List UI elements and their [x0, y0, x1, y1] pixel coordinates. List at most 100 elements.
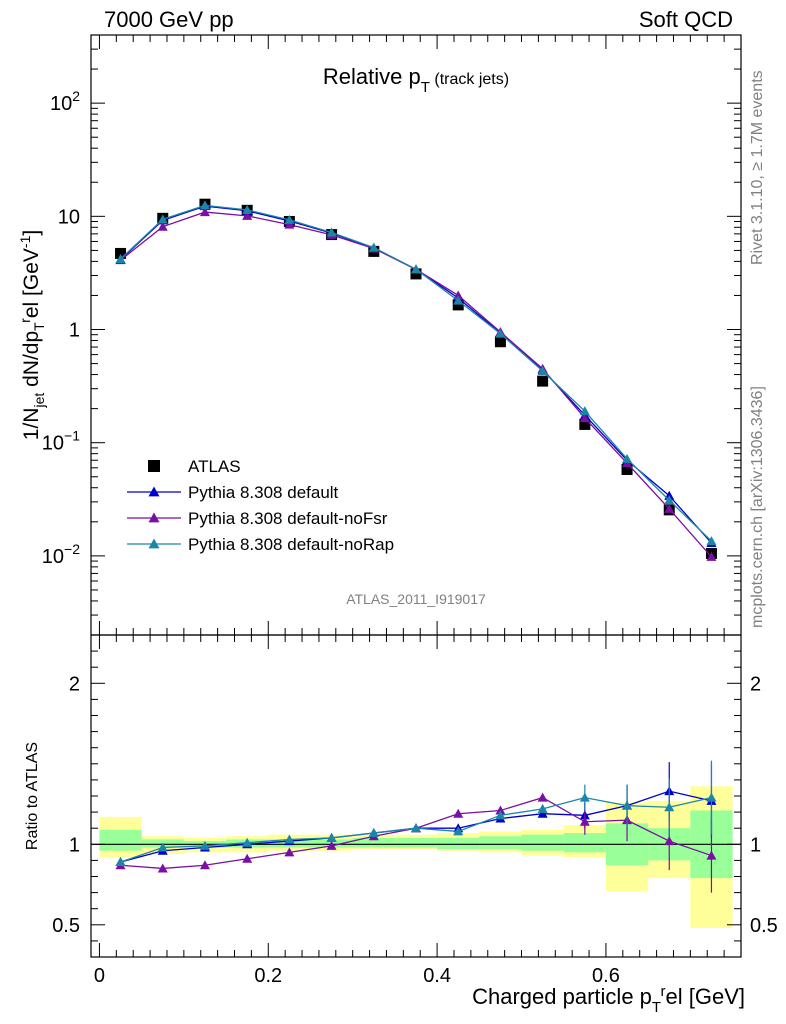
y-tick-label-base: 10: [50, 93, 72, 115]
data-point-atlas: [452, 299, 464, 311]
ratio-point-pythia-8-308-default-nofsr: [157, 863, 168, 873]
y-tick-label-exponent: −2: [64, 541, 80, 557]
y-tick-label-base: 10: [42, 546, 64, 568]
ratio-point-pythia-8-308-default-norap: [537, 803, 548, 813]
ratio-plot-content: [91, 760, 741, 929]
ratio-point-pythia-8-308-default-norap: [284, 834, 295, 844]
data-point-atlas: [537, 375, 549, 387]
header-left: 7000 GeV pp: [104, 7, 234, 32]
data-point-pythia-8-308-default-norap: [495, 328, 506, 338]
y-tick-label: 10: [58, 206, 80, 228]
y-tick-label-exponent: −1: [64, 428, 80, 444]
legend-marker-pythia-8-308-default-norap: [148, 538, 160, 549]
x-tick-label: 0.6: [592, 965, 620, 987]
data-point-pythia-8-308-default-norap: [706, 536, 717, 546]
ratio-point-pythia-8-308-default-norap: [706, 792, 717, 802]
data-point-pythia-8-308-default-norap: [453, 295, 464, 305]
uncertainty-band-stat: [563, 833, 606, 853]
ratio-point-pythia-8-308-default-nofsr: [453, 808, 464, 818]
data-point-pythia-8-308-default-nofsr: [284, 219, 295, 229]
data-point-pythia-8-308-default-norap: [411, 264, 421, 274]
ratio-point-pythia-8-308-default-norap: [453, 826, 464, 836]
ratio-point-pythia-8-308-default-nofsr: [495, 805, 506, 815]
ratio-point-pythia-8-308-default-norap: [326, 832, 337, 842]
ratio-point-pythia-8-308-default-norap: [368, 828, 379, 838]
ratio-point-pythia-8-308-default-nofsr: [664, 836, 675, 846]
ratio-point-pythia-8-308-default-norap: [199, 840, 210, 850]
ratio-point-pythia-8-308-default-nofsr: [537, 792, 548, 802]
y-tick-label: 0.5: [52, 915, 80, 937]
ratio-xlabel: Charged particle pTrel [GeV]: [472, 983, 745, 1016]
ratio-point-pythia-8-308-default-nofsr: [242, 853, 253, 863]
main-title-sub: T: [421, 79, 430, 96]
ratio-point-pythia-8-308-default-nofsr: [326, 840, 337, 850]
data-point-pythia-8-308-default-nofsr: [453, 290, 464, 300]
y-tick-label: 1: [69, 320, 80, 342]
data-point-pythia-8-308-default-nofsr: [579, 413, 590, 423]
ratio-frame: [90, 634, 742, 958]
uncertainty-band-stat: [437, 837, 480, 850]
y-tick-label: 10−2: [42, 541, 80, 568]
ratio-point-pythia-8-308-default-norap: [242, 837, 253, 847]
legend: ATLAS Pythia 8.308 default Pythia 8.308 de…: [127, 457, 394, 554]
data-point-pythia-8-308-default-nofsr: [706, 551, 717, 561]
main-title: Relative pT (track jets): [323, 64, 509, 96]
legend-marker-pythia-8-308-default-nofsr: [148, 512, 160, 523]
data-point-atlas: [494, 336, 506, 348]
data-point-pythia-8-308-default-norap: [664, 495, 675, 505]
legend-marker-atlas: [148, 460, 160, 472]
data-point-atlas: [579, 418, 591, 430]
y-tick-label: 102: [50, 88, 80, 115]
y-tick-label-right: 1: [750, 834, 761, 856]
ratio-point-pythia-8-308-default-nofsr: [284, 847, 295, 857]
y-tick-label-exponent: 2: [72, 88, 80, 104]
ratio-point-pythia-8-308-default-norap: [579, 792, 590, 802]
data-point-pythia-8-308-default-norap: [284, 214, 295, 224]
uncertainty-band-stat: [394, 837, 438, 848]
ratio-ticks: 0 0.2 0.4 0.6 0.5 0.5 1 1 2 2: [52, 634, 778, 987]
main-title-text: Relative p: [323, 64, 421, 89]
ratio-point-pythia-8-308-default-norap: [664, 802, 675, 812]
x-tick-label: 0.2: [254, 965, 282, 987]
y-tick-label-right: 0.5: [750, 915, 778, 937]
y-tick-label: 1: [69, 834, 80, 856]
data-point-pythia-8-308-default-nofsr: [242, 210, 253, 220]
ratio-point-pythia-8-308-default: [537, 808, 548, 818]
data-point-pythia-8-308-default-norap: [157, 214, 168, 224]
data-point-atlas: [115, 247, 127, 259]
main-ylabel-text: 1/Njet dN/dpTrel [GeV-1]: [17, 230, 47, 440]
ratio-point-pythia-8-308-default-norap: [157, 842, 168, 852]
main-ylabel: 1/Njet dN/dpTrel [GeV-1]: [17, 230, 47, 440]
ratio-point-pythia-8-308-default-norap: [115, 857, 126, 867]
y-tick-label-base: 10: [42, 433, 64, 455]
uncertainty-band-stat: [352, 837, 395, 848]
main-plot-content: [115, 198, 717, 561]
ref-label: ATLAS_2011_I919017: [346, 591, 486, 607]
data-point-atlas: [621, 463, 633, 475]
ratio-point-pythia-8-308-default-norap: [495, 810, 506, 820]
legend-label-atlas: ATLAS: [188, 457, 241, 476]
y-tick-label: 2: [69, 673, 80, 695]
data-point-pythia-8-308-default-norap: [242, 204, 253, 214]
data-point-atlas: [410, 268, 422, 280]
data-point-pythia-8-308-default-norap: [368, 242, 379, 252]
uncertainty-band-stat: [479, 836, 522, 850]
ratio-point-pythia-8-308-default-nofsr: [706, 850, 717, 860]
mcplots-label: mcplots.cern.ch [arXiv:1306.3436]: [749, 386, 766, 628]
data-point-pythia-8-308-default-norap: [622, 453, 633, 463]
y-tick-label: 10−1: [42, 428, 80, 455]
series-line-pythia-8-308-default-nofsr: [120, 211, 712, 558]
header-right: Soft QCD: [639, 7, 733, 32]
legend-marker-pythia-8-308-default: [148, 486, 160, 497]
legend-label-pythia-8-308-default-nofsr: Pythia 8.308 default-noFsr: [188, 509, 388, 528]
data-point-pythia-8-308-default-nofsr: [199, 207, 210, 217]
uncertainty-band-stat: [521, 834, 564, 851]
rivet-label: Rivet 3.1.10, ≥ 1.7M events: [749, 70, 766, 265]
main-title-note: (track jets): [430, 71, 509, 88]
data-point-pythia-8-308-default-nofsr: [157, 221, 168, 231]
legend-label-pythia-8-308-default: Pythia 8.308 default: [188, 483, 339, 502]
x-tick-label: 0: [94, 965, 105, 987]
